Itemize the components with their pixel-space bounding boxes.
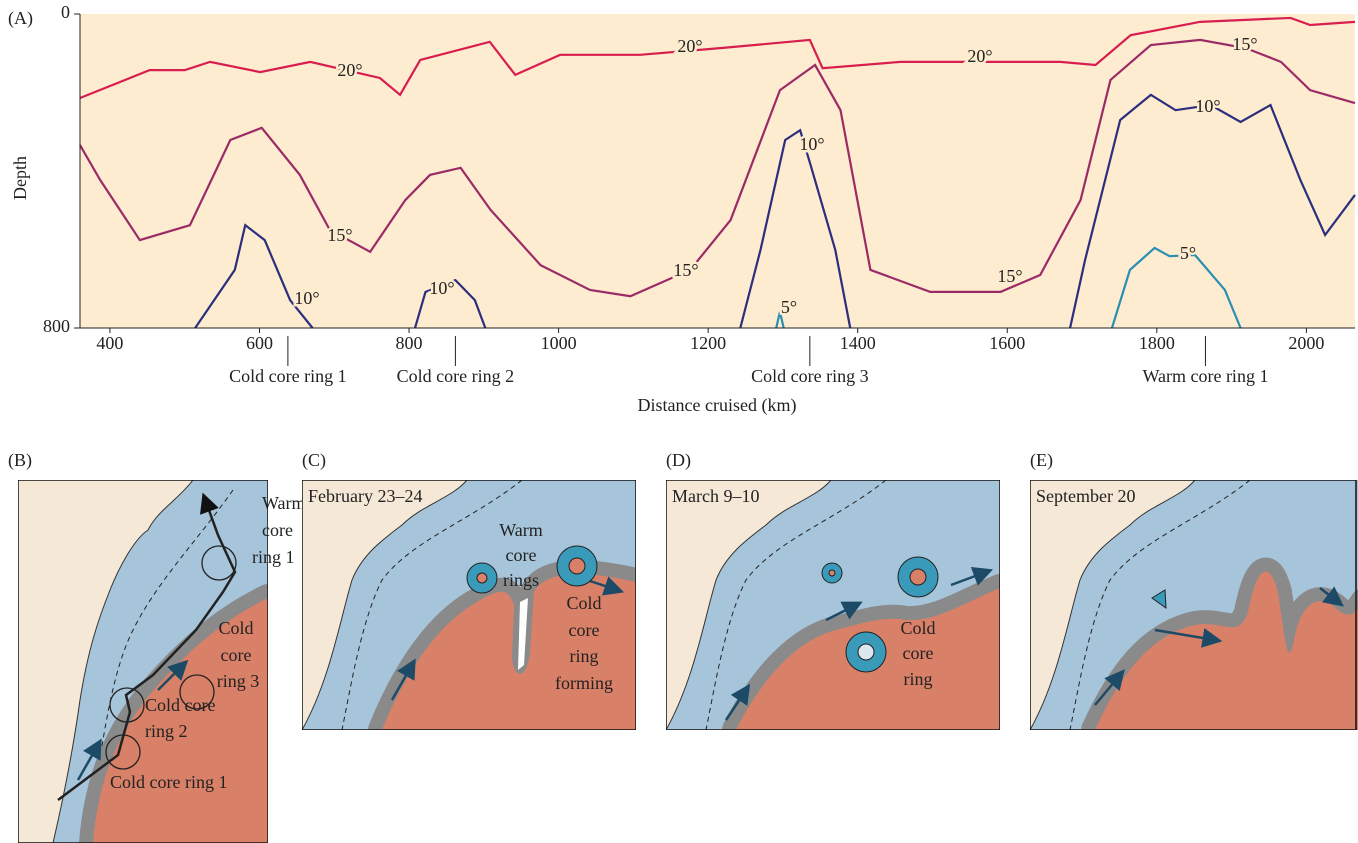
x-tick-label: 1800: [1139, 333, 1175, 353]
isotherm: [79, 38, 1356, 298]
x-tick-label: 800: [396, 333, 423, 353]
y-axis-title: Depth: [10, 156, 30, 200]
note: core: [569, 620, 600, 640]
panel-label: (A): [8, 8, 33, 29]
plot-background: [80, 14, 1355, 328]
note: Warm: [499, 520, 543, 540]
note: Cold core ring 1: [110, 772, 227, 792]
isotherm-label: 20°: [337, 60, 362, 80]
panel-label: (C): [302, 450, 326, 471]
note: Cold core: [145, 695, 215, 715]
isotherm-label: 15°: [673, 260, 698, 280]
x-tick-label: 2000: [1288, 333, 1324, 353]
isotherm: [194, 93, 1356, 329]
isotherm-label: 5°: [781, 297, 797, 317]
note: Cold: [566, 593, 601, 613]
isotherm-label: 10°: [429, 278, 454, 298]
isotherm: [775, 246, 1242, 329]
note: ring: [904, 669, 933, 689]
note: core: [903, 643, 934, 663]
ring-label: Cold core ring 3: [751, 366, 868, 386]
ring-label: Cold core ring 1: [229, 366, 346, 386]
date: March 9–10: [672, 486, 759, 506]
x-tick-label: 1400: [840, 333, 876, 353]
map-e: [1030, 480, 1358, 730]
notes-b: Warm core ring 1 Cold core ring 3 Cold c…: [110, 493, 306, 792]
x-tick-label: 600: [246, 333, 273, 353]
isotherm-label: 15°: [997, 266, 1022, 286]
y-tick-label: 800: [43, 316, 70, 336]
isotherm: [79, 16, 1356, 100]
x-tick-label: 1000: [541, 333, 577, 353]
x-tick-label: 400: [96, 333, 123, 353]
note: Warm: [262, 493, 306, 513]
isotherm-label: 10°: [1195, 96, 1220, 116]
isotherm-label: 15°: [327, 225, 352, 245]
note: Cold: [900, 618, 935, 638]
ring-label: Cold core ring 2: [397, 366, 514, 386]
x-tick-label: 1600: [989, 333, 1025, 353]
note: core: [221, 645, 252, 665]
note: core: [506, 545, 537, 565]
map-d: [666, 480, 1000, 730]
note: core: [262, 520, 293, 540]
isotherm-label: 20°: [967, 46, 992, 66]
y-tick-label: 0: [61, 2, 70, 22]
isotherm-label: 10°: [294, 288, 319, 308]
date: February 23–24: [308, 486, 422, 506]
note: rings: [503, 570, 539, 590]
isotherm-label: 20°: [677, 36, 702, 56]
note: ring 2: [145, 721, 188, 741]
isotherm-label: 10°: [799, 134, 824, 154]
x-axis-title: Distance cruised (km): [638, 395, 797, 416]
note: ring 3: [217, 671, 260, 691]
isotherm-label: 5°: [1180, 243, 1196, 263]
map-c: [302, 480, 636, 730]
isotherm-label: 15°: [1232, 34, 1257, 54]
panel-label: (E): [1030, 450, 1053, 471]
note: ring: [570, 646, 599, 666]
ring-label: Warm core ring 1: [1142, 366, 1268, 386]
panel-label: (D): [666, 450, 691, 471]
note: Cold: [218, 618, 253, 638]
x-tick-label: 1200: [690, 333, 726, 353]
note: forming: [555, 673, 613, 693]
date: September 20: [1036, 486, 1135, 506]
panel-label: (B): [8, 450, 32, 471]
map-b: [18, 480, 268, 843]
note: ring 1: [252, 547, 295, 567]
